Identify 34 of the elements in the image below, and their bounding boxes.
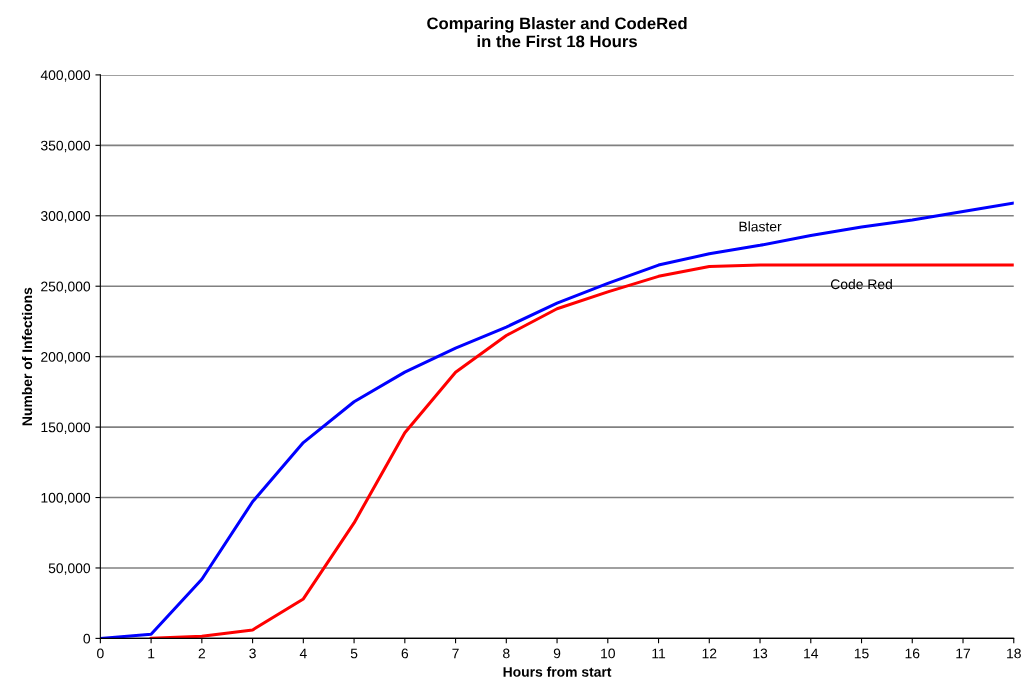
- y-tick-label: 200,000: [41, 351, 91, 364]
- y-tick-label: 400,000: [40, 70, 91, 82]
- line-series: [149, 263, 1014, 639]
- y-axis-title: Number of Infections: [21, 287, 33, 426]
- x-tick-label: 16: [905, 648, 920, 659]
- x-tick-label: 9: [553, 648, 561, 659]
- y-tick-label: 150,000: [41, 422, 91, 434]
- x-tick-label: 18: [1007, 648, 1021, 659]
- y-tick-label: 100,000: [41, 492, 91, 505]
- y-tick-label: 300,000: [40, 211, 91, 223]
- x-tick-label: 5: [350, 648, 358, 659]
- x-axis-title: Hours from start: [503, 666, 612, 677]
- x-tick-label: 4: [299, 648, 307, 659]
- x-tick-label: 0: [97, 648, 104, 659]
- x-tick-label: 13: [753, 648, 768, 659]
- series-label: Blaster: [739, 221, 782, 232]
- series-label: Code Red: [830, 278, 892, 290]
- x-tick-label: 12: [702, 648, 717, 659]
- x-tick-label: 14: [804, 648, 819, 659]
- x-tick-label: 6: [401, 648, 409, 659]
- x-tick-label: 10: [601, 648, 615, 659]
- x-tick-label: 7: [452, 648, 459, 659]
- x-tick-label: 8: [503, 648, 510, 659]
- x-tick-label: 3: [249, 648, 256, 659]
- y-tick-label: 50,000: [48, 563, 91, 575]
- x-tick-label: 2: [198, 648, 206, 659]
- x-tick-label: 15: [854, 648, 869, 659]
- y-tick-label: 350,000: [40, 140, 91, 153]
- y-tick-label: 0: [83, 633, 91, 644]
- x-tick-label: 1: [148, 648, 155, 659]
- x-tick-label: 17: [956, 648, 971, 659]
- chart-title: Comparing Blaster and CodeRed in the First 18 Hours: [427, 17, 687, 48]
- x-tick-label: 11: [652, 648, 666, 659]
- y-tick-label: 250,000: [41, 281, 91, 294]
